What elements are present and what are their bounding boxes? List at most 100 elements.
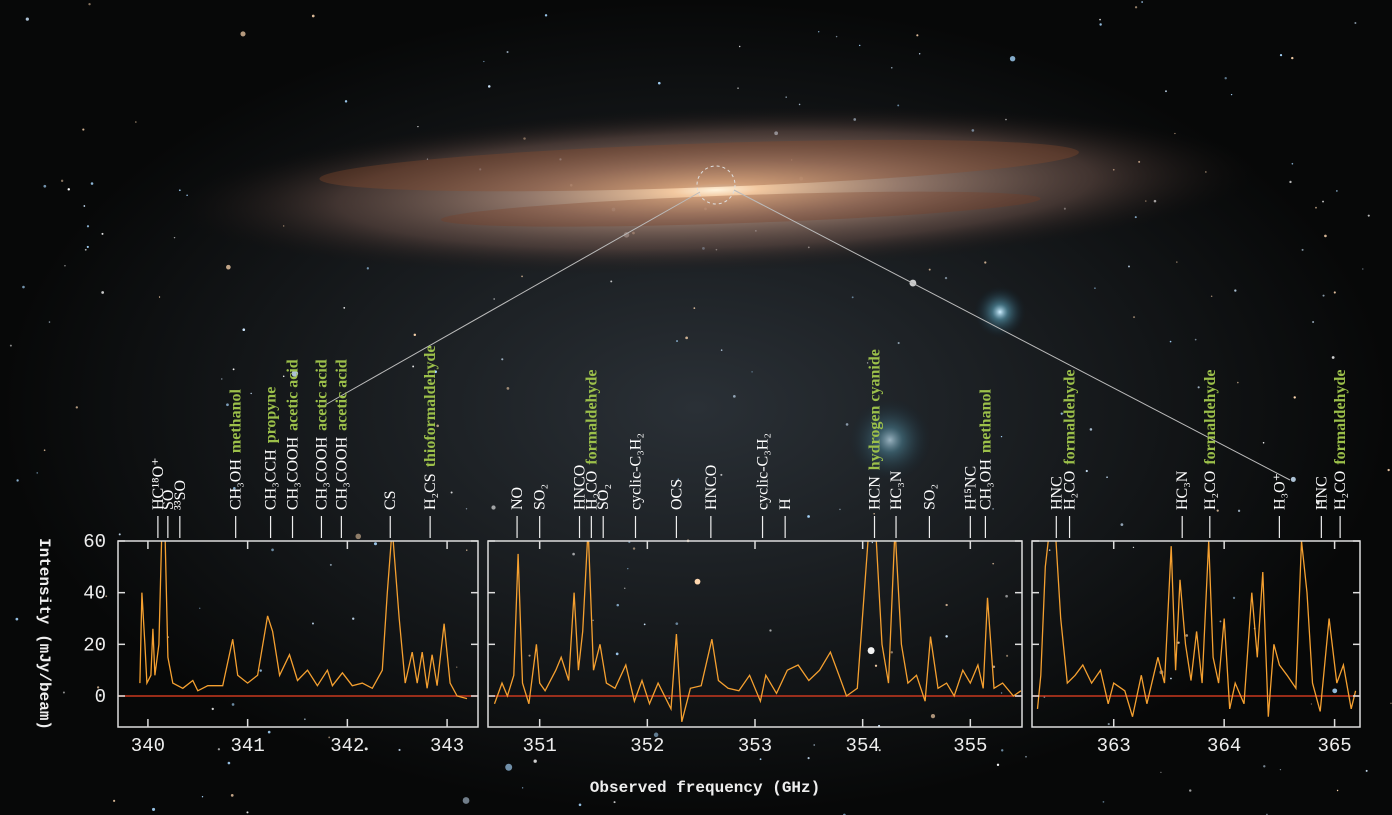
x-tick-label: 340 [131, 735, 165, 757]
star [572, 553, 575, 556]
star [733, 395, 736, 398]
star [36, 472, 38, 474]
molecule-formula: CH₃COOH [333, 436, 350, 510]
molecule-formula: H₂CO [1332, 471, 1349, 510]
star [1231, 94, 1232, 95]
star [1170, 341, 1172, 343]
molecule-formula: H [777, 498, 794, 510]
star [1362, 268, 1363, 269]
star [49, 321, 51, 323]
star [1324, 235, 1327, 238]
y-axis-title: Intensity (mJy/beam) [35, 538, 53, 730]
molecule-name: formaldehyde [1062, 370, 1079, 465]
line-label: CH₃OHmethanol [228, 389, 245, 510]
line-label: cyclic-C₃H₂ [627, 433, 644, 510]
star [16, 479, 18, 481]
star [1225, 77, 1227, 79]
molecule-name: hydrogen cyanide [867, 349, 884, 470]
molecule-formula: H₂CS [422, 473, 439, 510]
star [839, 509, 841, 511]
y-tick-label: 40 [83, 583, 106, 605]
star [616, 604, 619, 607]
x-tick-label: 353 [738, 735, 772, 757]
star [1099, 23, 1101, 25]
star [259, 669, 261, 671]
molecule-name: thioformaldehyde [422, 346, 439, 468]
star [451, 491, 453, 493]
molecule-formula: H₃O⁺ [1271, 473, 1288, 510]
star [685, 336, 688, 339]
star [1390, 703, 1391, 704]
star [1108, 723, 1110, 725]
star [919, 53, 920, 54]
line-label: H₂COformaldehyde [1202, 370, 1219, 510]
star [818, 31, 819, 32]
molecule-formula: HC₃N [888, 470, 905, 510]
star [1001, 749, 1003, 751]
y-tick-label: 60 [83, 531, 106, 553]
star [343, 307, 345, 309]
star [846, 423, 849, 426]
line-label: H₂CO formaldehyde [1332, 370, 1349, 510]
molecule-formula: SO₂ [595, 484, 612, 510]
star [494, 298, 495, 299]
star [945, 604, 947, 606]
star [1334, 291, 1336, 293]
star [1198, 386, 1200, 388]
molecule-name: formaldehyde [1332, 370, 1349, 465]
bright-star [974, 286, 1026, 338]
star [720, 474, 722, 476]
line-label: H₂CO formaldehyde [1062, 370, 1079, 510]
star [1332, 688, 1337, 693]
star [751, 371, 752, 372]
star [119, 533, 121, 535]
star [1263, 765, 1265, 767]
star [1315, 207, 1317, 209]
molecule-formula: CH₃COOH [313, 436, 330, 510]
star [1354, 22, 1356, 24]
star [1128, 266, 1130, 268]
star [852, 296, 854, 298]
star [1289, 181, 1291, 183]
star [875, 665, 877, 667]
star [218, 748, 220, 750]
star [152, 808, 155, 811]
x-tick-label: 343 [430, 735, 464, 757]
star [226, 265, 231, 270]
line-label: NO [509, 487, 526, 510]
star [488, 85, 491, 88]
line-label: HC₃N [1174, 470, 1191, 510]
star [501, 358, 503, 360]
star [528, 655, 530, 657]
star [1106, 476, 1108, 478]
star [101, 233, 103, 235]
star [101, 291, 104, 294]
molecule-formula: H₂CO [1062, 471, 1079, 510]
x-tick-label: 341 [231, 735, 265, 757]
y-tick-label: 0 [95, 686, 106, 708]
star [63, 691, 65, 693]
molecule-formula: cyclic-C₃H₂ [627, 433, 644, 510]
star [1001, 436, 1002, 437]
star [1302, 249, 1304, 251]
y-tick-label: 20 [83, 634, 106, 656]
star [365, 747, 368, 750]
star [592, 620, 593, 621]
star [1195, 339, 1197, 341]
star [202, 796, 203, 797]
molecule-name: acetic acid [285, 359, 302, 431]
star [16, 618, 19, 621]
star [233, 368, 235, 370]
molecule-name: methanol [228, 389, 245, 454]
star [1189, 789, 1191, 791]
star [87, 246, 89, 248]
star [466, 508, 467, 509]
star [374, 542, 377, 545]
star [579, 804, 582, 807]
star [992, 563, 994, 565]
star [414, 334, 416, 336]
star [135, 121, 137, 123]
molecule-formula: NO [509, 487, 526, 510]
star [859, 45, 860, 46]
star [1237, 382, 1239, 384]
